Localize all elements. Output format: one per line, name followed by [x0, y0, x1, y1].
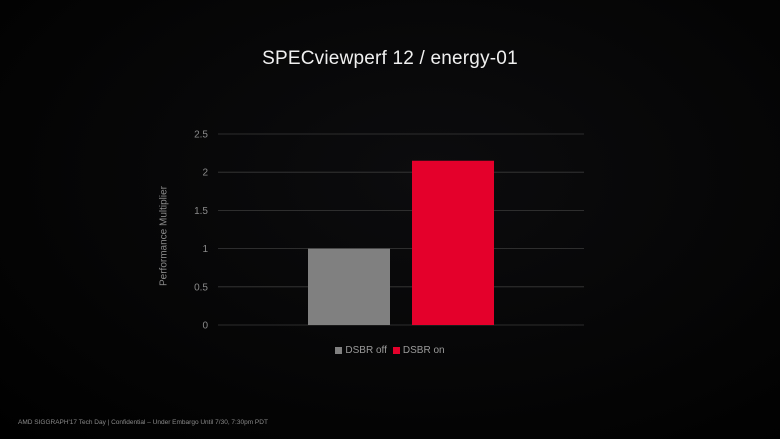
y-tick-labels: 2.5 2 1.5 1 0.5 0 — [194, 130, 208, 332]
gridlines — [218, 133, 584, 326]
bars — [308, 160, 494, 325]
y-tick-label: 2.5 — [194, 130, 208, 141]
legend-item-dsbr-on: DSBR on — [392, 345, 445, 356]
y-tick-label: 1 — [202, 244, 208, 255]
y-tick-label: 2 — [202, 168, 208, 179]
bar-dsbr-off — [308, 248, 390, 325]
legend-swatch-dsbr-off — [335, 347, 343, 354]
y-tick-label: 0 — [202, 321, 208, 332]
chart-title: SPECviewperf 12 / energy-01 — [262, 48, 518, 69]
legend-label-dsbr-off: DSBR off — [345, 345, 387, 356]
legend-item-dsbr-off: DSBR off — [335, 345, 387, 356]
legend-label-dsbr-on: DSBR on — [402, 345, 445, 356]
y-tick-label: 1.5 — [194, 206, 208, 217]
footer-text: AMD SIGGRAPH'17 Tech Day | Confidential … — [18, 419, 268, 426]
legend-swatch-dsbr-on — [392, 347, 400, 354]
legend: DSBR off DSBR on — [0, 345, 780, 356]
y-tick-label: 0.5 — [194, 282, 208, 293]
bar-dsbr-on — [412, 160, 494, 325]
